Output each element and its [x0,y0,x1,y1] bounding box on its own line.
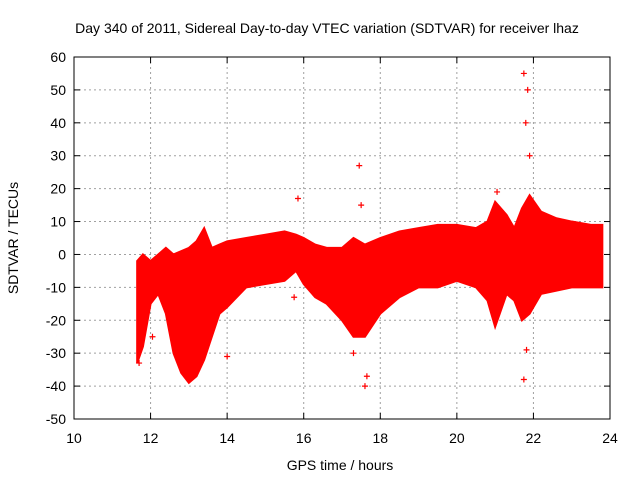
chart-title: Day 340 of 2011, Sidereal Day-to-day VTE… [75,20,579,36]
x-tick-label: 10 [66,430,82,446]
data-point [524,86,531,93]
data-band [136,193,604,385]
y-tick-label: 50 [50,82,66,98]
y-tick-labels: -50 -40 -30 -20 -10 0 10 20 30 40 50 60 [46,49,66,427]
data-point [522,119,529,126]
data-point [361,383,368,390]
data-point [363,373,370,380]
x-tick-label: 12 [143,430,159,446]
data-point [526,152,533,159]
data-point [149,333,156,340]
data-point [224,353,231,360]
data-point [356,162,363,169]
y-tick-label: -30 [46,345,66,361]
data-band-area [136,193,604,385]
data-point [520,70,527,77]
x-tick-label: 24 [602,430,618,446]
x-tick-labels: 10 12 14 16 18 20 22 24 [66,430,618,446]
data-point [291,294,298,301]
y-tick-label: 0 [58,246,66,262]
data-point [494,188,501,195]
y-tick-label: 40 [50,115,66,131]
data-point [520,376,527,383]
y-tick-label: 20 [50,181,66,197]
y-tick-label: -10 [46,279,66,295]
y-tick-label: -50 [46,411,66,427]
data-point [523,346,530,353]
y-tick-label: -40 [46,378,66,394]
data-point [358,202,365,209]
y-tick-label: 10 [50,214,66,230]
x-axis-label: GPS time / hours [287,457,394,473]
y-tick-label: -20 [46,312,66,328]
plot-frame [73,56,611,420]
x-tick-label: 16 [296,430,312,446]
y-tick-label: 30 [50,148,66,164]
x-tick-label: 18 [372,430,388,446]
x-tick-label: 22 [526,430,542,446]
data-point [136,360,143,367]
y-axis-label: SDTVAR / TECUs [5,182,21,294]
data-point [294,195,301,202]
x-tick-label: 20 [449,430,465,446]
data-points [136,70,533,390]
axis-ticks [73,56,611,420]
data-point [350,350,357,357]
x-tick-label: 14 [219,430,235,446]
y-tick-label: 60 [50,49,66,65]
